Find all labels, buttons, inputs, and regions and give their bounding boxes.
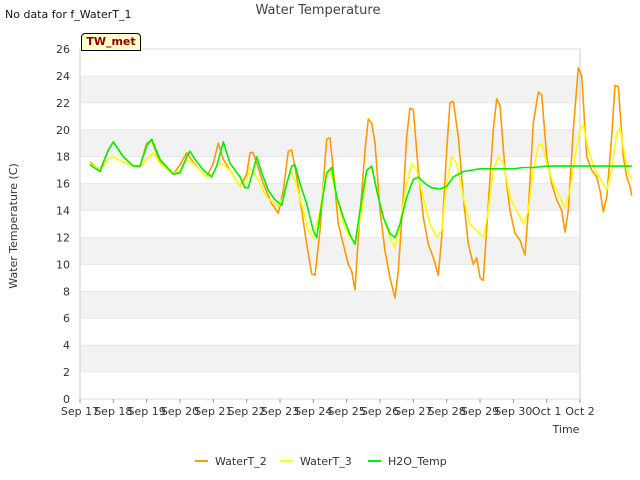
grid-band bbox=[80, 291, 580, 319]
series-line-h2o-temp bbox=[89, 138, 632, 245]
station-badge: TW_met bbox=[81, 33, 141, 51]
grid-band bbox=[80, 264, 580, 292]
grid-band bbox=[80, 49, 580, 76]
y-tick-label: 6 bbox=[63, 312, 70, 325]
grid-band bbox=[80, 318, 580, 346]
x-tick-label: Sep 21 bbox=[194, 405, 232, 418]
x-tick-label: Sep 23 bbox=[261, 405, 299, 418]
grid-band bbox=[80, 102, 580, 130]
x-tick-label: Oct 1 bbox=[532, 405, 562, 418]
y-tick-label: 16 bbox=[56, 178, 70, 191]
grid-band bbox=[80, 75, 580, 103]
y-tick-label: 8 bbox=[63, 285, 70, 298]
grid-band bbox=[80, 210, 580, 238]
y-tick-label: 14 bbox=[56, 205, 70, 218]
x-tick-label: Sep 27 bbox=[394, 405, 432, 418]
y-tick-label: 0 bbox=[63, 393, 70, 406]
y-tick-label: 26 bbox=[56, 43, 70, 56]
x-tick-label: Sep 20 bbox=[161, 405, 199, 418]
x-tick-label: Sep 28 bbox=[428, 405, 466, 418]
x-tick-label: Sep 29 bbox=[461, 405, 499, 418]
legend-label: WaterT_2 bbox=[215, 455, 267, 468]
series-line-watert-2 bbox=[89, 67, 633, 299]
legend-label: WaterT_3 bbox=[300, 455, 352, 468]
grid-band bbox=[80, 372, 580, 399]
chart-title: Water Temperature bbox=[256, 3, 381, 18]
grid-band bbox=[80, 345, 580, 373]
x-tick-label: Sep 30 bbox=[494, 405, 532, 418]
y-tick-label: 4 bbox=[63, 339, 70, 352]
y-tick-label: 22 bbox=[56, 97, 70, 110]
y-tick-label: 10 bbox=[56, 258, 70, 271]
legend-label: H2O_Temp bbox=[388, 455, 447, 468]
y-axis-label: Water Temperature (C) bbox=[7, 163, 20, 288]
no-data-note: No data for f_WaterT_1 bbox=[5, 8, 132, 21]
y-tick-label: 20 bbox=[56, 124, 70, 137]
x-tick-label: Sep 18 bbox=[94, 405, 132, 418]
x-tick-label: Sep 24 bbox=[294, 405, 332, 418]
series-lines bbox=[89, 67, 633, 299]
grid-band bbox=[80, 237, 580, 265]
y-tick-label: 18 bbox=[56, 151, 70, 164]
series-line-watert-3 bbox=[89, 123, 633, 249]
grid-band bbox=[80, 183, 580, 211]
y-tick-label: 2 bbox=[63, 366, 70, 379]
x-tick-label: Sep 17 bbox=[61, 405, 99, 418]
x-tick-label: Sep 25 bbox=[328, 405, 366, 418]
legend: WaterT_2 WaterT_3 H2O_Temp bbox=[195, 455, 447, 468]
plot-background bbox=[80, 49, 580, 399]
x-axis-label: Time bbox=[552, 423, 580, 436]
y-tick-label: 12 bbox=[56, 231, 70, 244]
x-tick-label: Sep 22 bbox=[228, 405, 266, 418]
y-tick-label: 24 bbox=[56, 70, 70, 83]
x-tick-label: Sep 19 bbox=[128, 405, 166, 418]
x-tick-label: Oct 2 bbox=[565, 405, 595, 418]
x-tick-label: Sep 26 bbox=[361, 405, 399, 418]
